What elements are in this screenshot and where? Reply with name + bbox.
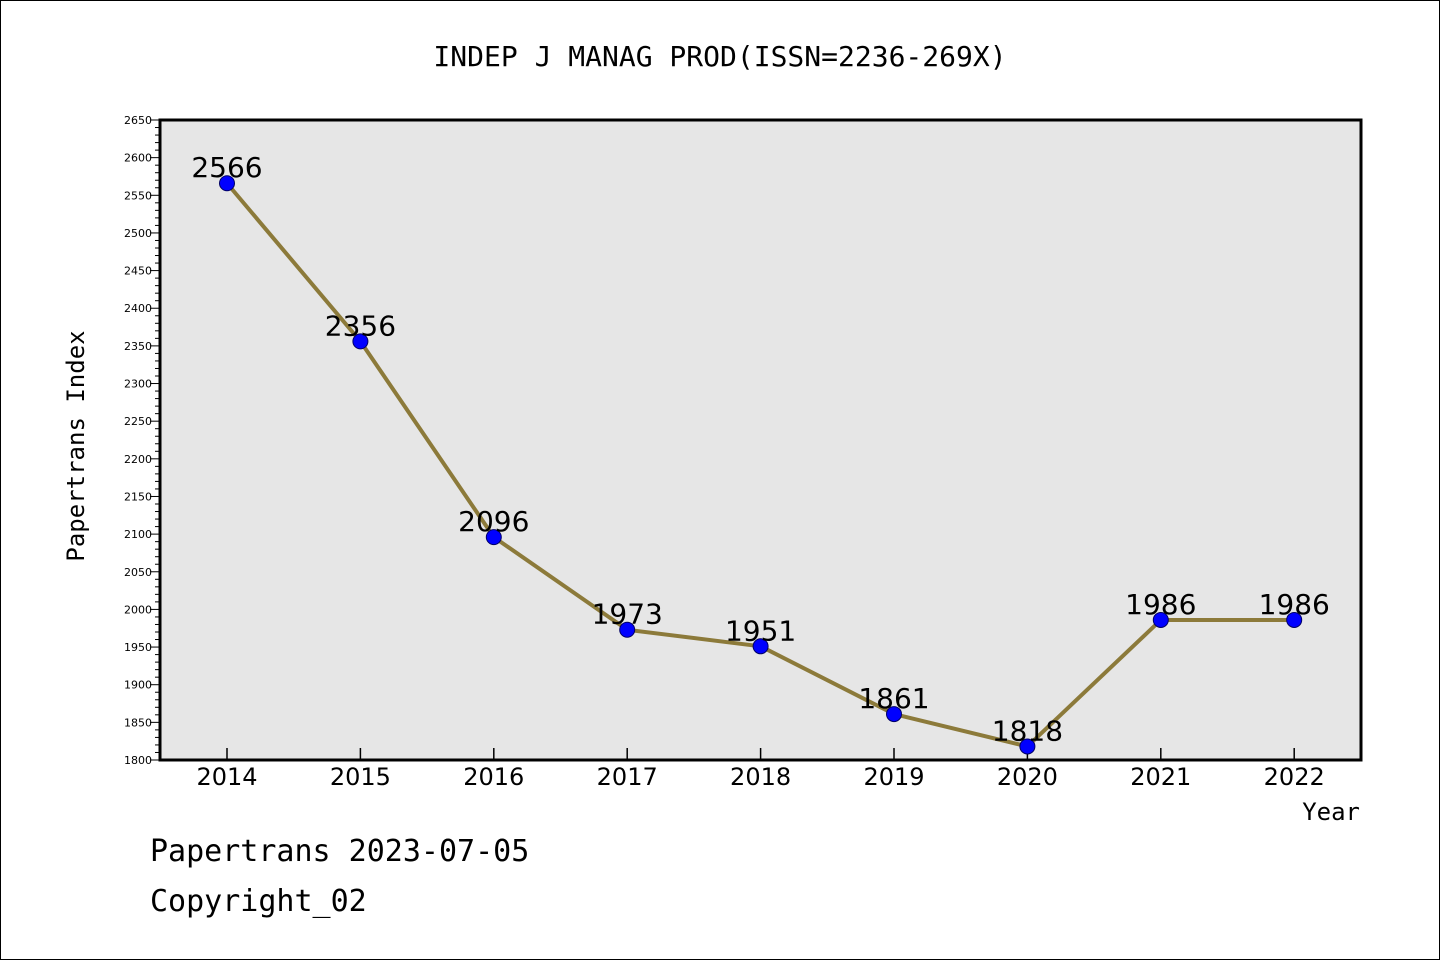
- data-point: [886, 706, 902, 723]
- x-tick-label: 2015: [330, 763, 391, 791]
- y-tick-label: 2050: [124, 566, 152, 579]
- chart-title: INDEP J MANAG PROD(ISSN=2236-269X): [433, 40, 1006, 73]
- footer-copyright: Copyright_02: [150, 884, 367, 919]
- y-tick-label: 2600: [124, 152, 152, 165]
- y-tick-label: 2200: [124, 453, 152, 466]
- footer-source: Papertrans 2023-07-05: [150, 834, 530, 869]
- y-tick-label: 2650: [124, 114, 152, 127]
- y-tick-label: 1900: [124, 679, 152, 692]
- plot-area: [158, 118, 1363, 762]
- y-tick-label: 2550: [124, 189, 152, 202]
- data-label: 1986: [1259, 588, 1330, 621]
- data-label: 2566: [191, 151, 262, 184]
- y-tick-label: 2150: [124, 490, 152, 503]
- y-tick-label: 2350: [124, 340, 152, 353]
- data-label: 2096: [458, 505, 529, 538]
- x-tick-label: 2016: [463, 763, 524, 791]
- data-point: [219, 175, 235, 192]
- data-point: [1152, 611, 1169, 628]
- x-tick-label: 2019: [863, 763, 924, 791]
- y-tick-label: 2100: [124, 528, 152, 541]
- x-tick-label: 2014: [196, 763, 257, 791]
- data-label: 1986: [1125, 588, 1196, 621]
- data-label: 1818: [992, 714, 1063, 747]
- data-labels: 2566 2356 2096 1973 1951 1861 1818 1986 1986: [191, 151, 1329, 747]
- x-axis-label: Year: [1302, 798, 1360, 826]
- y-tick-label: 2250: [124, 415, 152, 428]
- data-label: 1973: [592, 598, 663, 631]
- data-point: [352, 333, 369, 350]
- x-tick-label: 2018: [730, 763, 791, 791]
- x-axis: 2014 2015 2016 2017 2018 2019 2020 2021 2022: [196, 748, 1325, 791]
- data-markers: [219, 175, 1303, 755]
- y-axis: 1800 1850 1900 1950 2000 2050 2100 2150 2200 2250…: [124, 114, 160, 767]
- data-label: 1951: [725, 614, 796, 647]
- y-tick-label: 1850: [124, 716, 152, 729]
- y-tick-label: 2450: [124, 265, 152, 278]
- y-tick-label: 2000: [124, 603, 152, 616]
- y-tick-label: 2300: [124, 378, 152, 391]
- data-point: [1286, 611, 1303, 628]
- y-tick-label: 1800: [124, 754, 152, 767]
- data-label: 2356: [325, 309, 396, 342]
- y-tick-label: 2500: [124, 227, 152, 240]
- data-point: [485, 529, 502, 546]
- y-axis-label: Papertrans Index: [62, 330, 90, 561]
- x-tick-label: 2017: [597, 763, 658, 791]
- x-tick-label: 2020: [997, 763, 1058, 791]
- data-label: 1861: [858, 682, 929, 715]
- y-tick-label: 2400: [124, 302, 152, 315]
- data-point: [619, 621, 636, 638]
- data-point: [752, 638, 769, 655]
- y-tick-label: 1950: [124, 641, 152, 654]
- x-tick-label: 2022: [1264, 763, 1325, 791]
- data-point: [1019, 738, 1036, 755]
- x-tick-label: 2021: [1130, 763, 1191, 791]
